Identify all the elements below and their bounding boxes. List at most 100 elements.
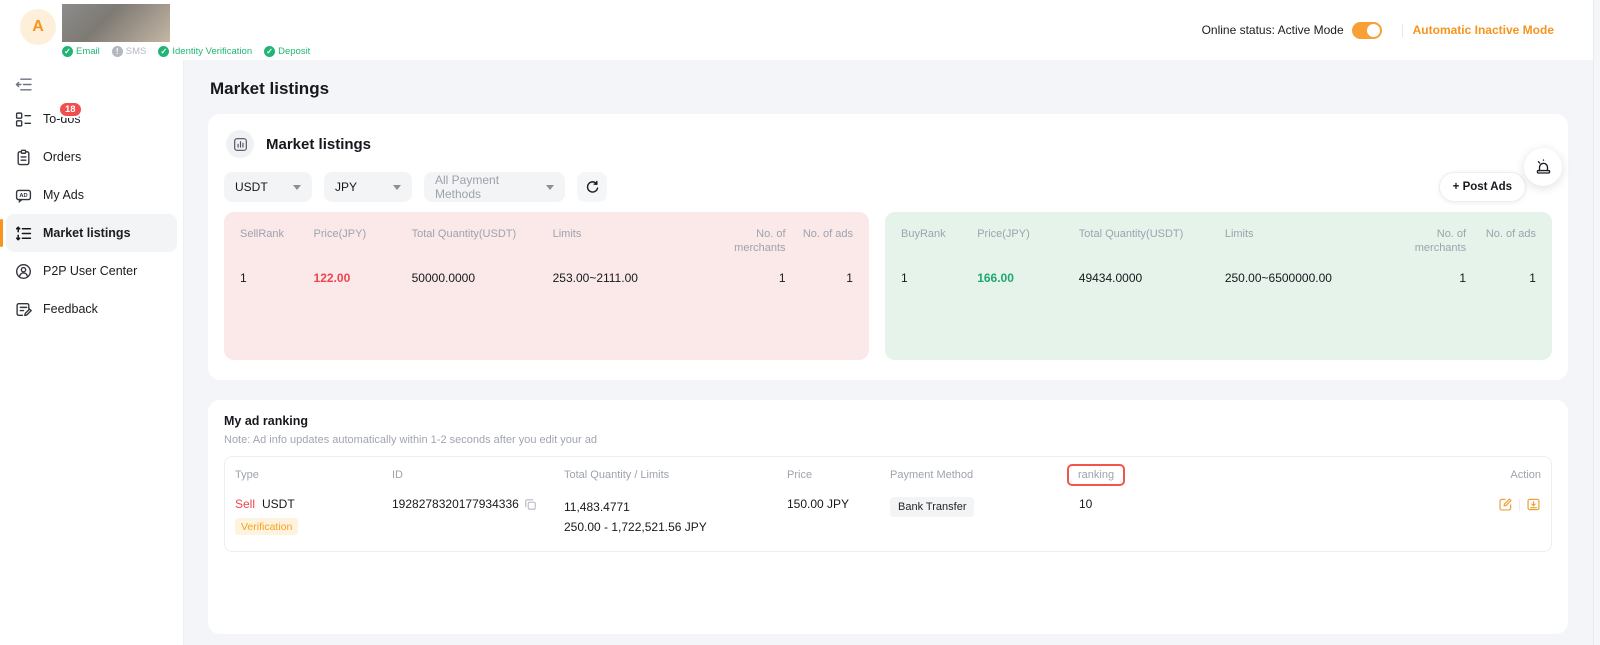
buy-price: 166.00 [977, 270, 1014, 285]
sidebar-item-label: Market listings [43, 226, 131, 240]
payment-method-tag: Bank Transfer [890, 497, 975, 517]
ad-asset: USDT [262, 497, 295, 511]
sidebar-item-orders[interactable]: Orders [6, 138, 177, 176]
payment-method-select[interactable]: All Payment Methods [424, 172, 565, 202]
ranking-header-highlight: ranking [1067, 464, 1126, 486]
fiat-select[interactable]: JPY [324, 172, 412, 202]
check-circle-icon: ✓ [62, 46, 73, 57]
buy-market-panel: BuyRank Price(JPY) Total Quantity(USDT) … [885, 212, 1552, 360]
verification-tag: Verification [235, 518, 299, 535]
online-status-label: Online status: Active Mode [1201, 23, 1344, 37]
column-header: Price(JPY) [313, 228, 367, 240]
sidebar-item-market-listings[interactable]: Market listings [0, 214, 177, 252]
column-header: Price(JPY) [977, 228, 1030, 240]
main-content: Market listings Market listings USDT JPY [184, 60, 1600, 645]
exclamation-circle-icon: ! [111, 46, 123, 57]
ad-price: 150.00 JPY [787, 497, 850, 511]
page-title: Market listings [210, 79, 330, 98]
column-header: Limits [1224, 228, 1254, 240]
buy-rank: 1 [901, 270, 908, 285]
username-redacted [62, 4, 170, 42]
column-header: Price [787, 469, 813, 481]
ad-type-cell: Sell USDT Verification [235, 497, 392, 535]
badge-label: Email [76, 46, 100, 57]
payment-select-value: All Payment Methods [435, 173, 500, 201]
card-icon-circle [226, 130, 254, 158]
feedback-icon [16, 302, 32, 316]
collapse-icon [15, 77, 32, 91]
p2p-user-icon [16, 263, 31, 279]
copy-icon[interactable] [524, 498, 537, 511]
column-header: Total Quantity / Limits [564, 469, 670, 481]
sms-unverified-badge: ! SMS [111, 46, 147, 57]
chevron-down-icon [546, 184, 554, 190]
column-header: Payment Method [890, 469, 974, 481]
automatic-inactive-mode-link[interactable]: Automatic Inactive Mode [1412, 23, 1554, 37]
ad-id-cell: 1928278320177934336 [392, 497, 564, 511]
avatar[interactable]: A [20, 9, 56, 45]
buy-merchants: 1 [1459, 270, 1467, 285]
sell-price: 122.00 [313, 270, 351, 285]
market-listings-card: Market listings USDT JPY All Payment Met… [208, 114, 1568, 380]
chevron-down-icon [393, 184, 401, 190]
scrollbar[interactable] [1593, 0, 1600, 645]
ranking-card-title: My ad ranking [224, 414, 309, 428]
online-status-toggle[interactable] [1351, 21, 1382, 39]
refresh-button[interactable] [577, 172, 607, 202]
ad-ranking-value: 10 [1079, 497, 1093, 511]
sell-rank: 1 [240, 270, 247, 285]
ad-quantity-limits-cell: 11,483.4771 250.00 - 1,722,521.56 JPY [564, 497, 787, 537]
column-header: Total Quantity(USDT) [411, 228, 517, 240]
column-header: No. of ads [1485, 228, 1536, 240]
sidebar-item-label: Feedback [43, 302, 98, 316]
check-circle-icon: ✓ [264, 46, 276, 57]
svg-text:AD: AD [19, 192, 27, 198]
edit-icon[interactable] [1498, 497, 1513, 512]
sidebar-collapse-button[interactable] [13, 74, 33, 94]
offline-icon[interactable] [1526, 497, 1541, 512]
column-header: No. of merchants [734, 228, 786, 255]
sidebar-item-label: P2P User Center [43, 264, 138, 278]
check-circle-icon: ✓ [158, 46, 170, 57]
fiat-select-value: JPY [335, 180, 358, 194]
column-header: No. of ads [802, 228, 853, 240]
sell-limits: 253.00~2111.00 [552, 270, 638, 285]
divider [1401, 23, 1403, 37]
verification-badges: ✓ Email ! SMS ✓ Identity Verification ✓ … [62, 46, 310, 57]
ranking-table: Type ID Total Quantity / Limits Price Pa… [224, 456, 1552, 552]
divider [1519, 498, 1520, 511]
alert-fab-button[interactable] [1524, 148, 1562, 186]
post-ads-button[interactable]: + Post Ads [1438, 172, 1526, 202]
sidebar-item-label: Orders [43, 150, 82, 164]
bar-chart-icon [233, 137, 247, 151]
column-header: Type [235, 469, 259, 481]
sidebar-item-feedback[interactable]: Feedback [6, 290, 177, 328]
sell-quantity: 50000.0000 [411, 270, 476, 285]
sell-ads-count: 1 [846, 270, 853, 285]
ad-quantity: 11,483.4771 [564, 500, 630, 514]
column-header: SellRank [240, 228, 285, 240]
badge-label: SMS [125, 46, 147, 57]
column-header: Total Quantity(USDT) [1078, 228, 1184, 240]
email-verified-badge: ✓ Email [62, 46, 100, 57]
coin-select[interactable]: USDT [224, 172, 312, 202]
sidebar-item-p2p-user-center[interactable]: P2P User Center [6, 252, 177, 290]
column-header: Action [1510, 469, 1541, 481]
sidebar-item-todos[interactable]: To-dos 18 [6, 100, 177, 138]
todos-icon [15, 111, 32, 127]
sidebar-item-my-ads[interactable]: AD My Ads [6, 176, 177, 214]
identity-verified-badge: ✓ Identity Verification [158, 46, 252, 57]
refresh-icon [586, 180, 598, 193]
buy-quantity: 49434.0000 [1078, 270, 1143, 285]
deposit-verified-badge: ✓ Deposit [264, 46, 310, 57]
user-block: A ✓ Email ! SMS ✓ Identity Verification … [20, 4, 310, 57]
market-listings-icon [15, 226, 32, 240]
todos-count-badge: 18 [58, 101, 83, 119]
ad-side: Sell [235, 497, 256, 511]
sidebar-item-label: My Ads [43, 188, 84, 202]
buy-ads-count: 1 [1529, 270, 1536, 285]
ad-id: 1928278320177934336 [392, 497, 519, 511]
my-ads-icon: AD [15, 189, 32, 203]
badge-label: Deposit [278, 46, 311, 57]
ad-limits: 250.00 - 1,722,521.56 JPY [564, 520, 707, 534]
